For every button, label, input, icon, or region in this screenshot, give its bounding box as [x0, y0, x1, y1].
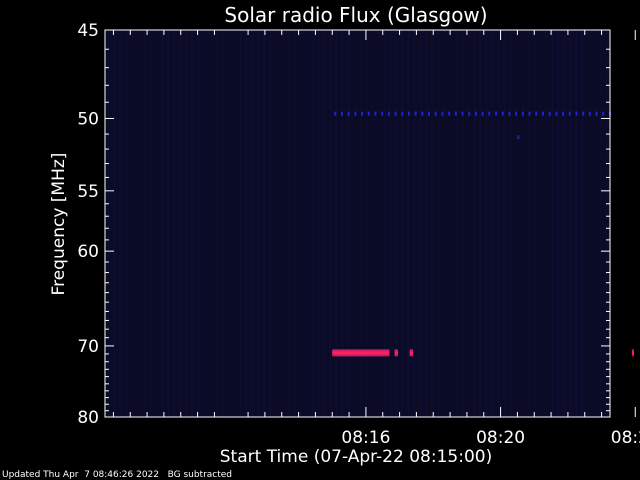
- band-core: [394, 351, 398, 355]
- band-dot: [568, 111, 571, 116]
- y-tick-label: 55: [77, 182, 99, 202]
- band-dot: [448, 111, 451, 116]
- updated-timestamp: Updated Thu Apr 7 08:46:26 2022: [2, 470, 159, 480]
- band-dot: [562, 111, 565, 116]
- band-dot: [347, 111, 350, 116]
- band-dot: [441, 111, 444, 116]
- y-tick-label: 60: [77, 242, 99, 262]
- band-dot: [508, 111, 511, 116]
- x-tick-label: 08:24: [611, 428, 640, 448]
- band-dot: [474, 111, 477, 116]
- chart-title: Solar radio Flux (Glasgow): [224, 3, 487, 27]
- band-dot: [575, 111, 578, 116]
- band-dot: [374, 111, 377, 116]
- y-tick-label: 45: [77, 21, 99, 41]
- band-dot: [421, 111, 424, 116]
- band-dot: [354, 111, 357, 116]
- band-dot: [521, 111, 524, 116]
- band-dot: [515, 111, 518, 116]
- band-dot: [528, 111, 531, 116]
- band-dot: [555, 111, 558, 116]
- band-dot: [495, 111, 498, 116]
- band-dot: [481, 111, 484, 116]
- band-dot: [414, 111, 417, 116]
- band-dot: [541, 111, 544, 116]
- band-dot: [535, 111, 538, 116]
- band-dot: [401, 111, 404, 116]
- band-dot: [394, 111, 397, 116]
- band-dot: [582, 111, 585, 116]
- band-dot: [602, 111, 605, 116]
- band-dot: [381, 111, 384, 116]
- bg-subtracted-note: BG subtracted: [167, 470, 233, 480]
- band-dot: [517, 135, 520, 140]
- x-axis-label: Start Time (07-Apr-22 08:15:00): [220, 447, 492, 467]
- footer-updated: Updated Thu Apr 7 08:46:26 2022 BG subtr…: [2, 470, 232, 480]
- y-tick-label: 70: [77, 337, 99, 357]
- band-dot: [488, 111, 491, 116]
- band-dot: [361, 111, 364, 116]
- band-dot: [501, 111, 504, 116]
- band-dot: [367, 111, 370, 116]
- band-dot: [407, 111, 410, 116]
- x-tick-label: 08:20: [476, 428, 525, 448]
- band-dot: [387, 111, 390, 116]
- plot-frame: [104, 29, 611, 418]
- band-core: [631, 351, 634, 355]
- band-dot: [548, 111, 551, 116]
- band-dot: [468, 111, 471, 116]
- band-dot: [461, 111, 464, 116]
- band-dot: [434, 111, 437, 116]
- y-axis-label: Frequency [MHz]: [49, 153, 69, 296]
- y-tick-label: 80: [77, 408, 99, 428]
- band-dot: [454, 111, 457, 116]
- x-tick-label: 08:16: [341, 428, 390, 448]
- band-dot: [334, 111, 337, 116]
- band-core: [332, 351, 390, 355]
- band-dot: [340, 111, 343, 116]
- band-dot: [595, 111, 598, 116]
- band-core: [409, 351, 414, 355]
- y-axis: 45 50 55 60 70 80: [77, 21, 610, 428]
- band-dot: [428, 111, 431, 116]
- y-tick-label: 50: [77, 109, 99, 129]
- band-dot: [588, 111, 591, 116]
- spectrogram-texture: [108, 30, 607, 417]
